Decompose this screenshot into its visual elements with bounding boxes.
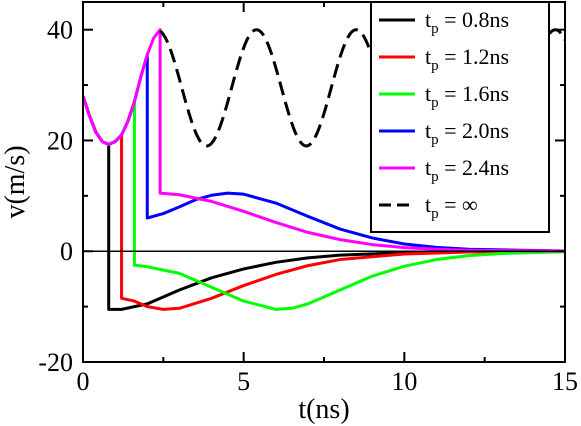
legend-box: [370, 1, 550, 233]
y-tick-label: 0: [60, 237, 73, 266]
y-tick-label: 20: [47, 126, 73, 155]
x-tick-label: 15: [552, 367, 578, 396]
legend-label-5: tp = 2.4ns: [425, 155, 509, 185]
series-line-5: [83, 28, 565, 253]
x-tick-label: 5: [237, 367, 250, 396]
y-tick-label: -20: [38, 348, 73, 377]
x-tick-label: 0: [77, 367, 90, 396]
legend-label-2: tp = 1.2ns: [425, 44, 509, 74]
legend-label-6: tp = ∞: [425, 192, 478, 222]
legend-label-3: tp = 1.6ns: [425, 81, 509, 111]
legend-label-1: tp = 0.8ns: [425, 7, 509, 37]
y-tick-label: 40: [47, 16, 73, 45]
y-axis-label: v(m/s): [0, 145, 31, 218]
x-tick-label: 10: [391, 367, 417, 396]
legend-label-4: tp = 2.0ns: [425, 118, 509, 148]
legend: tp = 0.8ns tp = 1.2ns tp = 1.6ns tp = 2.0ns…: [370, 1, 550, 233]
x-axis-label: t(ns): [298, 394, 349, 425]
